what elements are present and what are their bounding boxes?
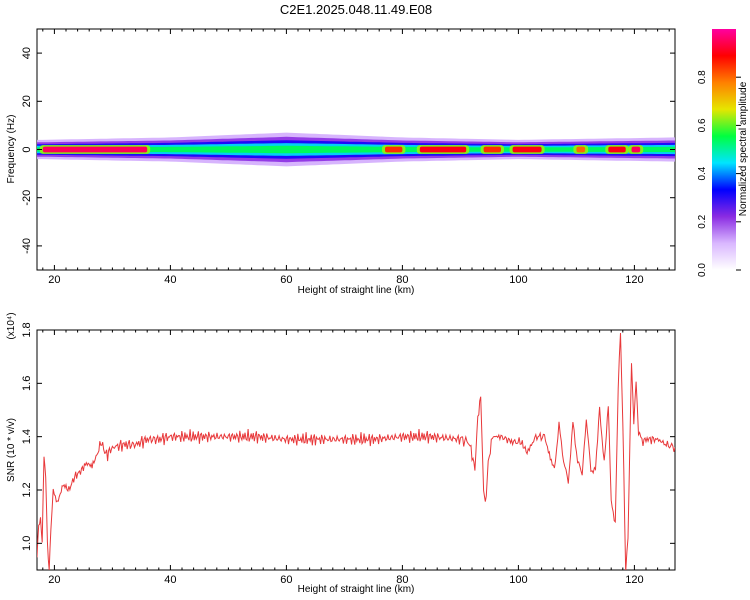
spectrogram-y-tick-label: 20 — [21, 95, 33, 107]
spectrogram-x-tick-label: 100 — [509, 274, 527, 286]
spectrogram-axes: 20 40 60 80 100 120 -40 -20 0 20 40 — [21, 29, 675, 286]
colorbar-ticks: 0.0 0.2 0.4 0.6 0.8 — [697, 70, 741, 277]
snr-frame — [36, 329, 676, 571]
spectrogram-panel: 20 40 60 80 100 120 -40 -20 0 20 40 Height of stra… — [6, 28, 676, 296]
snr-x-tick-label: 40 — [164, 574, 176, 586]
colorbar-tick-label: 0.4 — [697, 166, 708, 180]
snr-x-tick-label: 80 — [396, 574, 408, 586]
colorbar-label: Normalized spectral amplitude — [738, 81, 749, 216]
snr-series-line — [37, 332, 675, 570]
spectrogram-x-tick-label: 60 — [280, 274, 292, 286]
colorbar-tick-label: 0.8 — [697, 70, 708, 84]
spectrogram-hotspot — [419, 146, 467, 153]
snr-x-tick-label: 20 — [48, 574, 60, 586]
colorbar-strip — [712, 29, 736, 270]
snr-x-tick-label: 120 — [625, 574, 643, 586]
snr-y-tick-label: 1.4 — [21, 429, 33, 444]
spectrogram-y-axis-label: Frequency (Hz) — [6, 115, 17, 184]
snr-y-axis-label: SNR (10 * v/v) — [6, 418, 17, 482]
snr-axes: 20 40 60 80 100 120 1.0 1.2 1.4 1.6 1.8 — [21, 322, 675, 586]
spectrogram-y-tick-label: -40 — [21, 238, 33, 254]
spectrogram-hotspot — [608, 146, 626, 153]
snr-y-tick-label: 1.0 — [21, 536, 33, 551]
spectrogram-y-tick-label: -20 — [21, 190, 33, 206]
snr-x-tick-label: 100 — [509, 574, 527, 586]
spectrogram-hotspot — [631, 146, 641, 153]
snr-x-axis-label: Height of straight line (km) — [298, 584, 415, 595]
spectrogram-hotspot — [42, 146, 148, 153]
spectrogram-hotspot — [576, 146, 586, 153]
spectrogram-y-tick-label: 40 — [21, 47, 33, 59]
spectrogram-x-axis-label: Height of straight line (km) — [298, 285, 415, 296]
snr-y-tick-label: 1.6 — [21, 376, 33, 391]
snr-y-scale-label: (x10⁴) — [6, 312, 17, 339]
colorbar-tick-label: 0.0 — [697, 263, 708, 277]
chart-title: C2E1.2025.048.11.49.E08 — [280, 2, 432, 17]
spectrogram-x-tick-label: 40 — [164, 274, 176, 286]
snr-panel: 20 40 60 80 100 120 1.0 1.2 1.4 1.6 1.8 Height of … — [6, 312, 676, 595]
snr-y-tick-label: 1.2 — [21, 482, 33, 497]
spectrogram-hotspot — [512, 146, 542, 153]
spectrogram-y-tick-label: 0 — [21, 146, 33, 152]
spectrogram-x-tick-label: 20 — [48, 274, 60, 286]
snr-y-tick-label: 1.8 — [21, 322, 33, 337]
snr-plot-area — [37, 332, 675, 570]
spectrogram-x-tick-label: 120 — [625, 274, 643, 286]
spectrogram-hotspot — [385, 146, 403, 153]
spectrogram-hotspot — [483, 146, 501, 153]
colorbar: 0.0 0.2 0.4 0.6 0.8 Normalized spectral ampl… — [697, 29, 749, 277]
spectrogram-x-tick-label: 80 — [396, 274, 408, 286]
colorbar-tick-label: 0.2 — [697, 214, 708, 228]
spectrogram-plot-area — [37, 132, 675, 167]
colorbar-tick-label: 0.6 — [697, 118, 708, 132]
snr-x-tick-label: 60 — [280, 574, 292, 586]
